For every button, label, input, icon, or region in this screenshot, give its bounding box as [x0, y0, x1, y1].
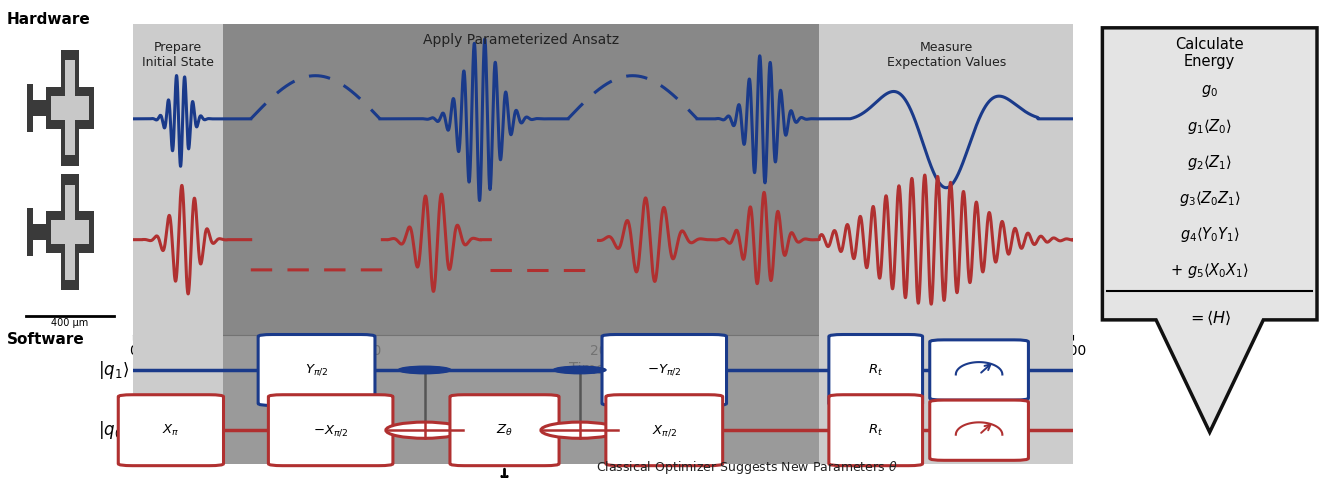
Text: Software: Software — [7, 332, 84, 347]
Text: $g_4\langle Y_0 Y_1\rangle$: $g_4\langle Y_0 Y_1\rangle$ — [1180, 225, 1240, 244]
Text: $=\langle H\rangle$: $=\langle H\rangle$ — [1188, 308, 1232, 327]
Text: 400 μm: 400 μm — [52, 318, 88, 328]
Bar — [27, 224, 47, 240]
FancyBboxPatch shape — [268, 395, 393, 466]
FancyBboxPatch shape — [829, 335, 922, 405]
Bar — [27, 208, 33, 256]
FancyBboxPatch shape — [603, 335, 726, 405]
Bar — [820, 330, 1073, 464]
FancyBboxPatch shape — [929, 400, 1029, 460]
Text: $g_0$: $g_0$ — [1201, 83, 1218, 99]
Text: $Z_\theta$: $Z_\theta$ — [496, 423, 513, 438]
Text: $|q_1\rangle$: $|q_1\rangle$ — [97, 359, 128, 381]
Text: $R_t$: $R_t$ — [868, 423, 884, 438]
Circle shape — [399, 366, 451, 374]
FancyBboxPatch shape — [829, 395, 922, 466]
FancyBboxPatch shape — [259, 335, 375, 405]
Text: Classical Optimizer Suggests New Parameters $\theta$: Classical Optimizer Suggests New Paramet… — [596, 458, 897, 476]
Bar — [65, 60, 75, 155]
Bar — [133, 330, 223, 464]
Text: $Y_{\pi/2}$: $Y_{\pi/2}$ — [305, 363, 328, 377]
Bar — [51, 96, 89, 120]
Text: Measure
Expectation Values: Measure Expectation Values — [886, 41, 1006, 69]
Text: $+\ g_5\langle X_0 X_1\rangle$: $+\ g_5\langle X_0 X_1\rangle$ — [1170, 261, 1249, 280]
Bar — [61, 50, 79, 166]
Text: Prepare
Initial State: Prepare Initial State — [143, 41, 213, 69]
Bar — [223, 330, 820, 464]
Text: $-Y_{\pi/2}$: $-Y_{\pi/2}$ — [647, 363, 681, 377]
Polygon shape — [1102, 28, 1317, 432]
Ellipse shape — [541, 422, 619, 438]
Text: $X_{\pi/2}$: $X_{\pi/2}$ — [652, 423, 677, 437]
Text: $g_1\langle Z_0\rangle$: $g_1\langle Z_0\rangle$ — [1186, 117, 1233, 136]
Bar — [27, 84, 33, 131]
Text: $-X_{\pi/2}$: $-X_{\pi/2}$ — [313, 423, 348, 437]
Bar — [27, 100, 47, 116]
Bar — [47, 87, 93, 129]
Text: Hardware: Hardware — [7, 12, 91, 27]
Text: $g_3\langle Z_0 Z_1\rangle$: $g_3\langle Z_0 Z_1\rangle$ — [1178, 189, 1241, 208]
Bar — [61, 174, 79, 290]
Bar — [47, 211, 93, 253]
Text: $|q_0\rangle$: $|q_0\rangle$ — [97, 419, 128, 441]
Bar — [820, 24, 1073, 335]
Bar — [223, 24, 820, 335]
Bar — [65, 185, 75, 280]
FancyBboxPatch shape — [119, 395, 224, 466]
FancyBboxPatch shape — [929, 340, 1029, 400]
Bar — [51, 220, 89, 244]
FancyBboxPatch shape — [451, 395, 559, 466]
Text: $X_\pi$: $X_\pi$ — [163, 423, 180, 438]
Text: $g_2\langle Z_1\rangle$: $g_2\langle Z_1\rangle$ — [1186, 153, 1233, 172]
FancyBboxPatch shape — [607, 395, 722, 466]
Text: Calculate
Energy: Calculate Energy — [1176, 37, 1244, 69]
Text: $R_t$: $R_t$ — [868, 362, 884, 378]
Bar — [133, 24, 223, 335]
Text: Apply Parameterized Ansatz: Apply Parameterized Ansatz — [423, 33, 619, 46]
Ellipse shape — [385, 422, 464, 438]
Circle shape — [553, 366, 607, 374]
X-axis label: Time (ns): Time (ns) — [569, 361, 637, 376]
